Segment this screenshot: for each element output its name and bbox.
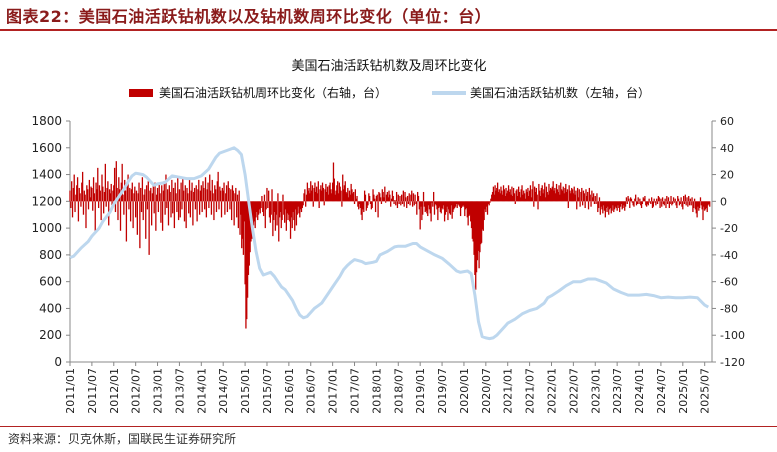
legend-label-bar: 美国石油活跃钻机周环比变化（右轴，台） [159, 85, 387, 100]
y-right-tick-label: -80 [720, 302, 738, 315]
x-tick-label: 2023/01 [589, 368, 602, 414]
y-left-tick-label: 1800 [31, 114, 62, 128]
legend: 美国石油活跃钻机周环比变化（右轴，台） 美国石油活跃钻机数（左轴，台） [129, 85, 650, 100]
legend-swatch-bar [129, 89, 153, 97]
x-tick-label: 2018/01 [370, 368, 383, 414]
x-tick-label: 2022/01 [545, 368, 558, 414]
figure-title: 图表22：美国石油活跃钻机数以及钻机数周环比变化（单位：台） [6, 7, 492, 26]
x-tick-label: 2013/01 [152, 368, 165, 414]
y-right-tick-label: -40 [720, 249, 738, 262]
x-tick-label: 2015/01 [239, 368, 252, 414]
x-tick-label: 2024/07 [655, 368, 668, 414]
plot-area: 020040060080010001200140016001800-120-10… [31, 114, 745, 414]
y-right-tick-label: 40 [720, 142, 734, 155]
x-tick-label: 2012/01 [108, 368, 121, 414]
x-tick-label: 2013/07 [173, 368, 186, 414]
x-tick-label: 2018/07 [392, 368, 405, 414]
x-tick-label: 2020/01 [458, 368, 471, 414]
footer-rule [0, 426, 777, 427]
x-tick-label: 2014/01 [195, 368, 208, 414]
x-tick-label: 2024/01 [633, 368, 646, 414]
x-tick-label: 2019/07 [436, 368, 449, 414]
y-left-tick-label: 1600 [31, 141, 62, 155]
x-tick-label: 2017/01 [327, 368, 340, 414]
y-right-tick-label: 60 [720, 115, 734, 128]
x-tick-label: 2014/07 [217, 368, 230, 414]
x-tick-label: 2016/07 [305, 368, 318, 414]
source-note: 资料来源：贝克休斯，国联民生证券研究所 [8, 432, 237, 446]
y-right-tick-label: 0 [720, 195, 727, 208]
x-tick-label: 2011/07 [86, 368, 99, 414]
y-right-tick-label: -20 [720, 222, 738, 235]
y-left-tick-label: 600 [39, 275, 62, 289]
y-left-tick-label: 200 [39, 328, 62, 342]
y-right-tick-label: -100 [720, 329, 745, 342]
y-left-tick-label: 1200 [31, 194, 62, 208]
x-tick-label: 2011/01 [64, 368, 77, 414]
chart-title: 美国石油活跃钻机数及周环比变化 [291, 58, 486, 74]
x-tick-label: 2020/07 [480, 368, 493, 414]
y-right-tick-label: -120 [720, 356, 745, 369]
y-left-tick-label: 800 [39, 248, 62, 262]
y-right-tick-label: -60 [720, 276, 738, 289]
x-tick-label: 2019/01 [414, 368, 427, 414]
x-tick-label: 2025/07 [699, 368, 712, 414]
x-tick-label: 2015/07 [261, 368, 274, 414]
x-tick-label: 2022/07 [567, 368, 580, 414]
y-left-tick-label: 0 [54, 355, 62, 369]
rig-count-line [69, 146, 710, 341]
x-tick-label: 2025/01 [677, 368, 690, 414]
x-tick-label: 2023/07 [611, 368, 624, 414]
x-tick-label: 2021/07 [524, 368, 537, 414]
x-tick-label: 2016/01 [283, 368, 296, 414]
y-right-tick-label: 20 [720, 169, 734, 182]
legend-label-line: 美国石油活跃钻机数（左轴，台） [470, 85, 650, 100]
x-tick-label: 2021/01 [502, 368, 515, 414]
x-tick-label: 2012/07 [130, 368, 143, 414]
title-rule [0, 29, 777, 31]
y-left-tick-label: 1000 [31, 221, 62, 235]
y-left-tick-label: 400 [39, 301, 62, 315]
y-left-tick-label: 1400 [31, 168, 62, 182]
x-tick-label: 2017/07 [349, 368, 362, 414]
